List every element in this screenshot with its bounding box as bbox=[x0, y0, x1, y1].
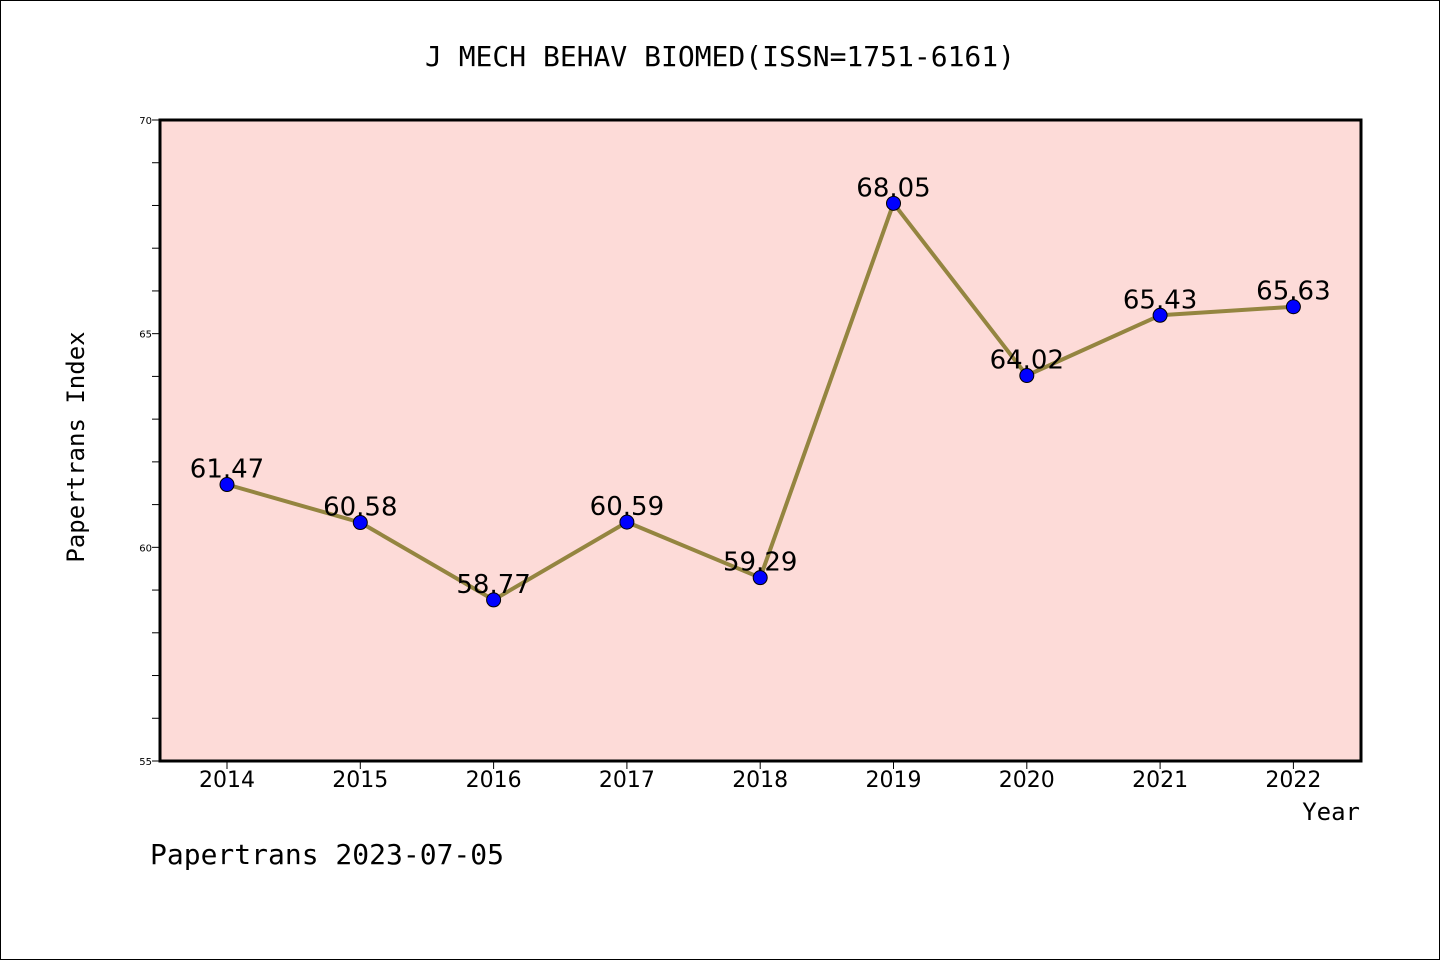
data-point bbox=[219, 477, 235, 493]
x-tick-label: 2017 bbox=[599, 768, 655, 793]
data-point bbox=[1152, 307, 1168, 323]
data-label: 59.29 bbox=[723, 548, 797, 578]
data-label: 58.77 bbox=[456, 570, 530, 600]
data-label-group: 61.47 60.58 58.77 60.59 59.29 68.05 64.02 65.43… bbox=[190, 173, 1331, 600]
data-label: 65.63 bbox=[1256, 277, 1330, 307]
data-point bbox=[1019, 368, 1035, 384]
y-tick-label: 65 bbox=[139, 330, 152, 341]
x-tick-label: 2020 bbox=[999, 768, 1055, 793]
y-tick-label: 70 bbox=[139, 116, 152, 127]
data-point bbox=[352, 515, 368, 531]
data-label: 68.05 bbox=[856, 173, 930, 203]
data-point bbox=[1285, 299, 1301, 315]
x-axis-label: Year bbox=[1302, 798, 1360, 826]
x-axis: 2014 2015 2016 2017 2018 2019 2020 2021 2022 bbox=[199, 761, 1321, 793]
data-label: 60.58 bbox=[323, 493, 397, 523]
data-label: 65.43 bbox=[1123, 285, 1197, 315]
x-tick-label: 2016 bbox=[466, 768, 522, 793]
data-label: 60.59 bbox=[590, 492, 664, 522]
x-tick-label: 2015 bbox=[332, 768, 388, 793]
x-tick-label: 2021 bbox=[1132, 768, 1188, 793]
x-tick-label: 2014 bbox=[199, 768, 255, 793]
x-tick-label: 2022 bbox=[1265, 768, 1321, 793]
x-tick-label: 2018 bbox=[732, 768, 788, 793]
y-tick-label: 60 bbox=[139, 543, 152, 554]
y-tick-label: 55 bbox=[139, 757, 152, 768]
data-point bbox=[752, 570, 768, 586]
footer-text: Papertrans 2023-07-05 bbox=[150, 838, 504, 871]
plot-area bbox=[158, 118, 1363, 763]
data-point bbox=[886, 195, 901, 211]
data-label: 64.02 bbox=[990, 346, 1064, 376]
data-label: 61.47 bbox=[190, 455, 264, 485]
marker-group bbox=[219, 195, 1301, 608]
x-tick-label: 2019 bbox=[866, 768, 922, 793]
data-point bbox=[486, 592, 502, 608]
y-axis-label: Papertrans Index bbox=[62, 331, 90, 562]
chart-title: J MECH BEHAV BIOMED(ISSN=1751-6161) bbox=[425, 40, 1015, 73]
y-axis: 55 60 65 70 bbox=[139, 116, 160, 768]
data-point bbox=[619, 514, 635, 530]
